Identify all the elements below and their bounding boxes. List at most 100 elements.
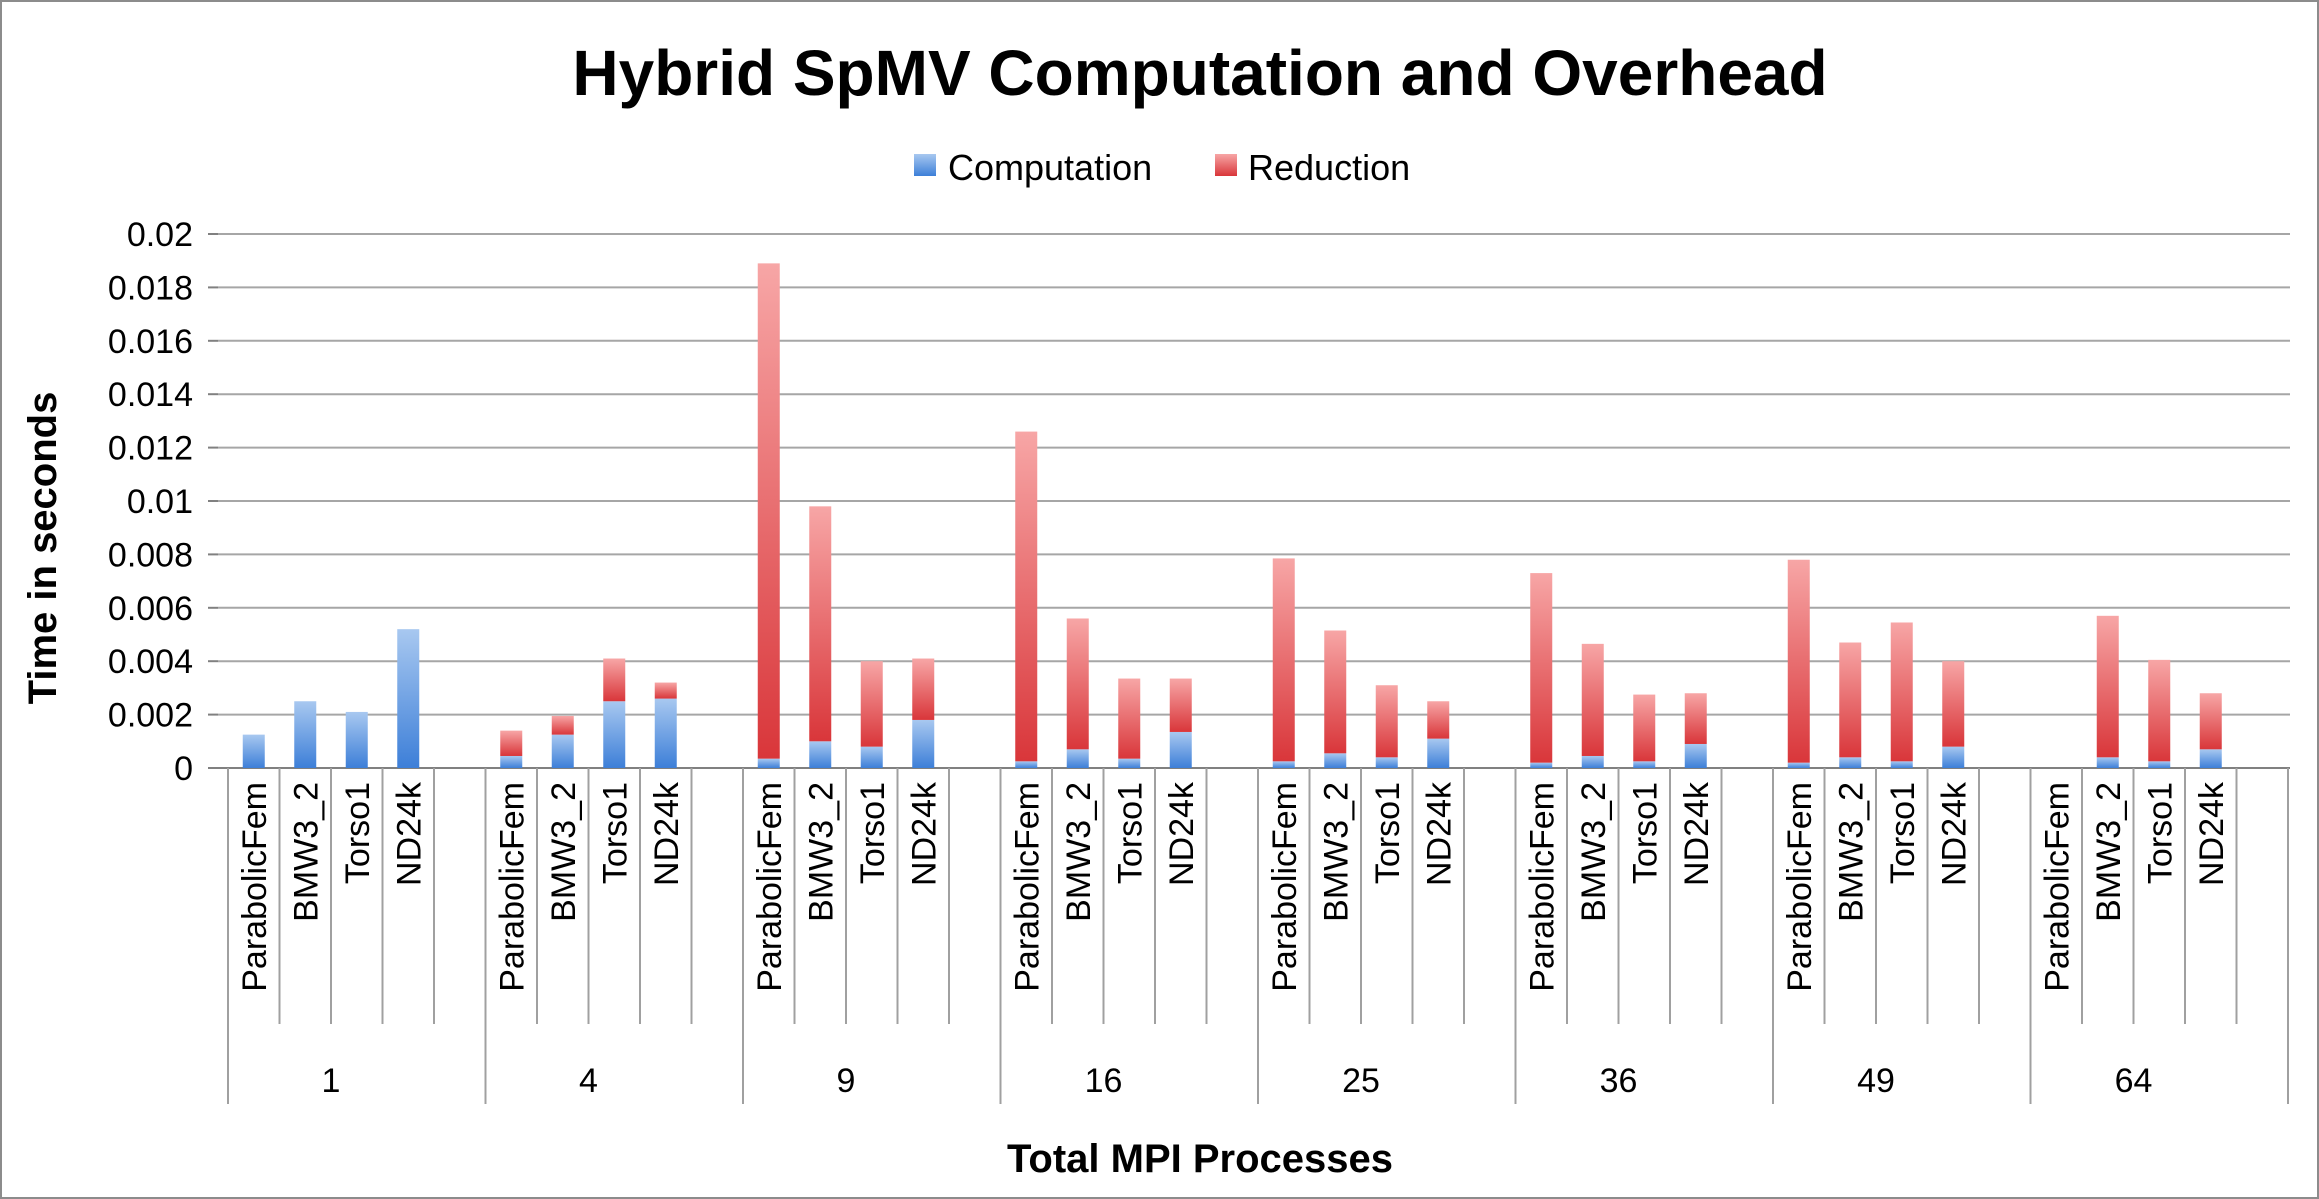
bar-computation-25-torso1 [1375,757,1398,768]
legend-label-reduction: Reduction [1248,147,1410,188]
x-axis-title: Total MPI Processes [1007,1137,1393,1181]
bar-computation-64-torso1 [2148,761,2171,768]
x-category-label: ParabolicFem [1781,782,1819,992]
x-group-label: 16 [1085,1062,1123,1100]
bar-reduction-64-torso1 [2148,659,2171,762]
chart-title: Hybrid SpMV Computation and Overhead [572,37,1827,109]
x-group-label: 25 [1342,1062,1380,1100]
bar-computation-9-parabolicfem [757,758,780,768]
x-category-label: Torso1 [339,782,377,884]
bar-computation-9-nd24k [912,719,935,768]
legend-swatch-computation [914,154,936,176]
bar-reduction-4-parabolicfem [500,730,523,756]
x-category-label: BMW3_2 [1832,782,1870,922]
bar-reduction-4-bmw3-2 [551,715,574,735]
x-category-label: Torso1 [1111,782,1149,884]
bar-reduction-49-parabolicfem [1787,559,1810,763]
bar-computation-1-parabolicfem [242,734,265,768]
x-category-label: ND24k [1678,781,1716,886]
x-category-label: BMW3_2 [2090,782,2128,922]
bar-reduction-9-torso1 [860,661,883,747]
bar-reduction-9-nd24k [912,658,935,720]
bar-computation-25-parabolicfem [1272,761,1295,768]
bar-computation-4-parabolicfem [500,755,523,768]
y-tick-label: 0.006 [108,590,193,628]
x-category-label: Torso1 [596,782,634,884]
bars [242,263,2222,768]
y-tick-label: 0.02 [127,216,193,254]
bar-reduction-36-bmw3-2 [1581,643,1604,756]
y-tick-label: 0.008 [108,536,193,574]
bar-computation-1-bmw3-2 [294,701,317,768]
x-group-label: 9 [837,1062,856,1100]
bar-computation-49-parabolicfem [1787,762,1810,768]
bar-computation-16-parabolicfem [1015,761,1038,768]
x-category-label: ND24k [1163,781,1201,886]
x-category-label: ND24k [390,781,428,886]
bar-reduction-25-bmw3-2 [1324,630,1347,754]
y-axis-title: Time in seconds [21,392,65,705]
x-category-label: BMW3_2 [1575,782,1613,922]
bar-reduction-36-torso1 [1633,694,1656,762]
x-category-label: ParabolicFem [236,782,274,992]
bar-reduction-16-bmw3-2 [1066,618,1089,750]
y-tick-label: 0.016 [108,323,193,361]
x-category-label: ND24k [648,781,686,886]
bar-computation-1-nd24k [397,629,420,768]
bar-computation-9-bmw3-2 [809,741,832,768]
bar-computation-9-torso1 [860,746,883,768]
x-category-label: BMW3_2 [545,782,583,922]
x-category-label: ParabolicFem [493,782,531,992]
bar-computation-36-nd24k [1684,743,1707,768]
x-category-label: BMW3_2 [287,782,325,922]
x-axis: ParabolicFem BMW3_2 Torso1 ND24k 1 ParabolicF… [227,768,2289,1104]
bar-computation-4-torso1 [603,701,626,768]
bar-reduction-9-parabolicfem [757,263,780,759]
bar-computation-25-bmw3-2 [1324,753,1347,768]
bar-computation-49-bmw3-2 [1839,757,1862,768]
bar-computation-4-nd24k [654,698,677,768]
x-category-label: Torso1 [854,782,892,884]
bar-reduction-16-nd24k [1169,678,1192,732]
bar-computation-49-torso1 [1890,761,1913,768]
bar-reduction-49-nd24k [1942,661,1965,747]
bar-reduction-25-torso1 [1375,685,1398,758]
x-group-label: 64 [2115,1062,2153,1100]
bar-reduction-49-bmw3-2 [1839,642,1862,758]
bar-computation-64-nd24k [2199,749,2222,768]
x-category-label: Torso1 [1884,782,1922,884]
x-category-label: ND24k [2193,781,2231,886]
y-tick-label: 0.002 [108,697,193,735]
x-group-label: 1 [322,1062,341,1100]
bar-computation-36-torso1 [1633,761,1656,768]
y-tick-label: 0.004 [108,643,193,681]
bar-computation-1-torso1 [345,711,368,768]
x-category-label: BMW3_2 [802,782,840,922]
x-category-label: ND24k [1935,781,1973,886]
bar-computation-36-bmw3-2 [1581,755,1604,768]
x-category-label: ParabolicFem [751,782,789,992]
legend-swatch-reduction [1215,154,1237,176]
y-tick-label: 0.012 [108,430,193,468]
bar-reduction-25-nd24k [1427,701,1450,739]
x-category-label: ND24k [1420,781,1458,886]
bar-computation-4-bmw3-2 [551,734,574,768]
bar-computation-64-bmw3-2 [2096,757,2119,768]
bar-computation-16-torso1 [1118,758,1141,768]
bar-reduction-4-torso1 [603,658,626,702]
y-axis-ticks: 0 0.002 0.004 0.006 0.008 0.01 0.012 0.014 0.016… [108,216,218,788]
x-group-label: 4 [579,1062,598,1100]
legend-label-computation: Computation [948,147,1152,188]
y-tick-label: 0.014 [108,376,193,414]
bar-reduction-16-torso1 [1118,678,1141,759]
bar-reduction-16-parabolicfem [1015,431,1038,762]
bar-reduction-49-torso1 [1890,622,1913,762]
x-category-label: Torso1 [1626,782,1664,884]
y-tick-label: 0.01 [127,483,193,521]
x-category-label: BMW3_2 [1317,782,1355,922]
x-category-label: ParabolicFem [1523,782,1561,992]
bar-computation-25-nd24k [1427,738,1450,768]
x-category-label: ParabolicFem [1008,782,1046,992]
